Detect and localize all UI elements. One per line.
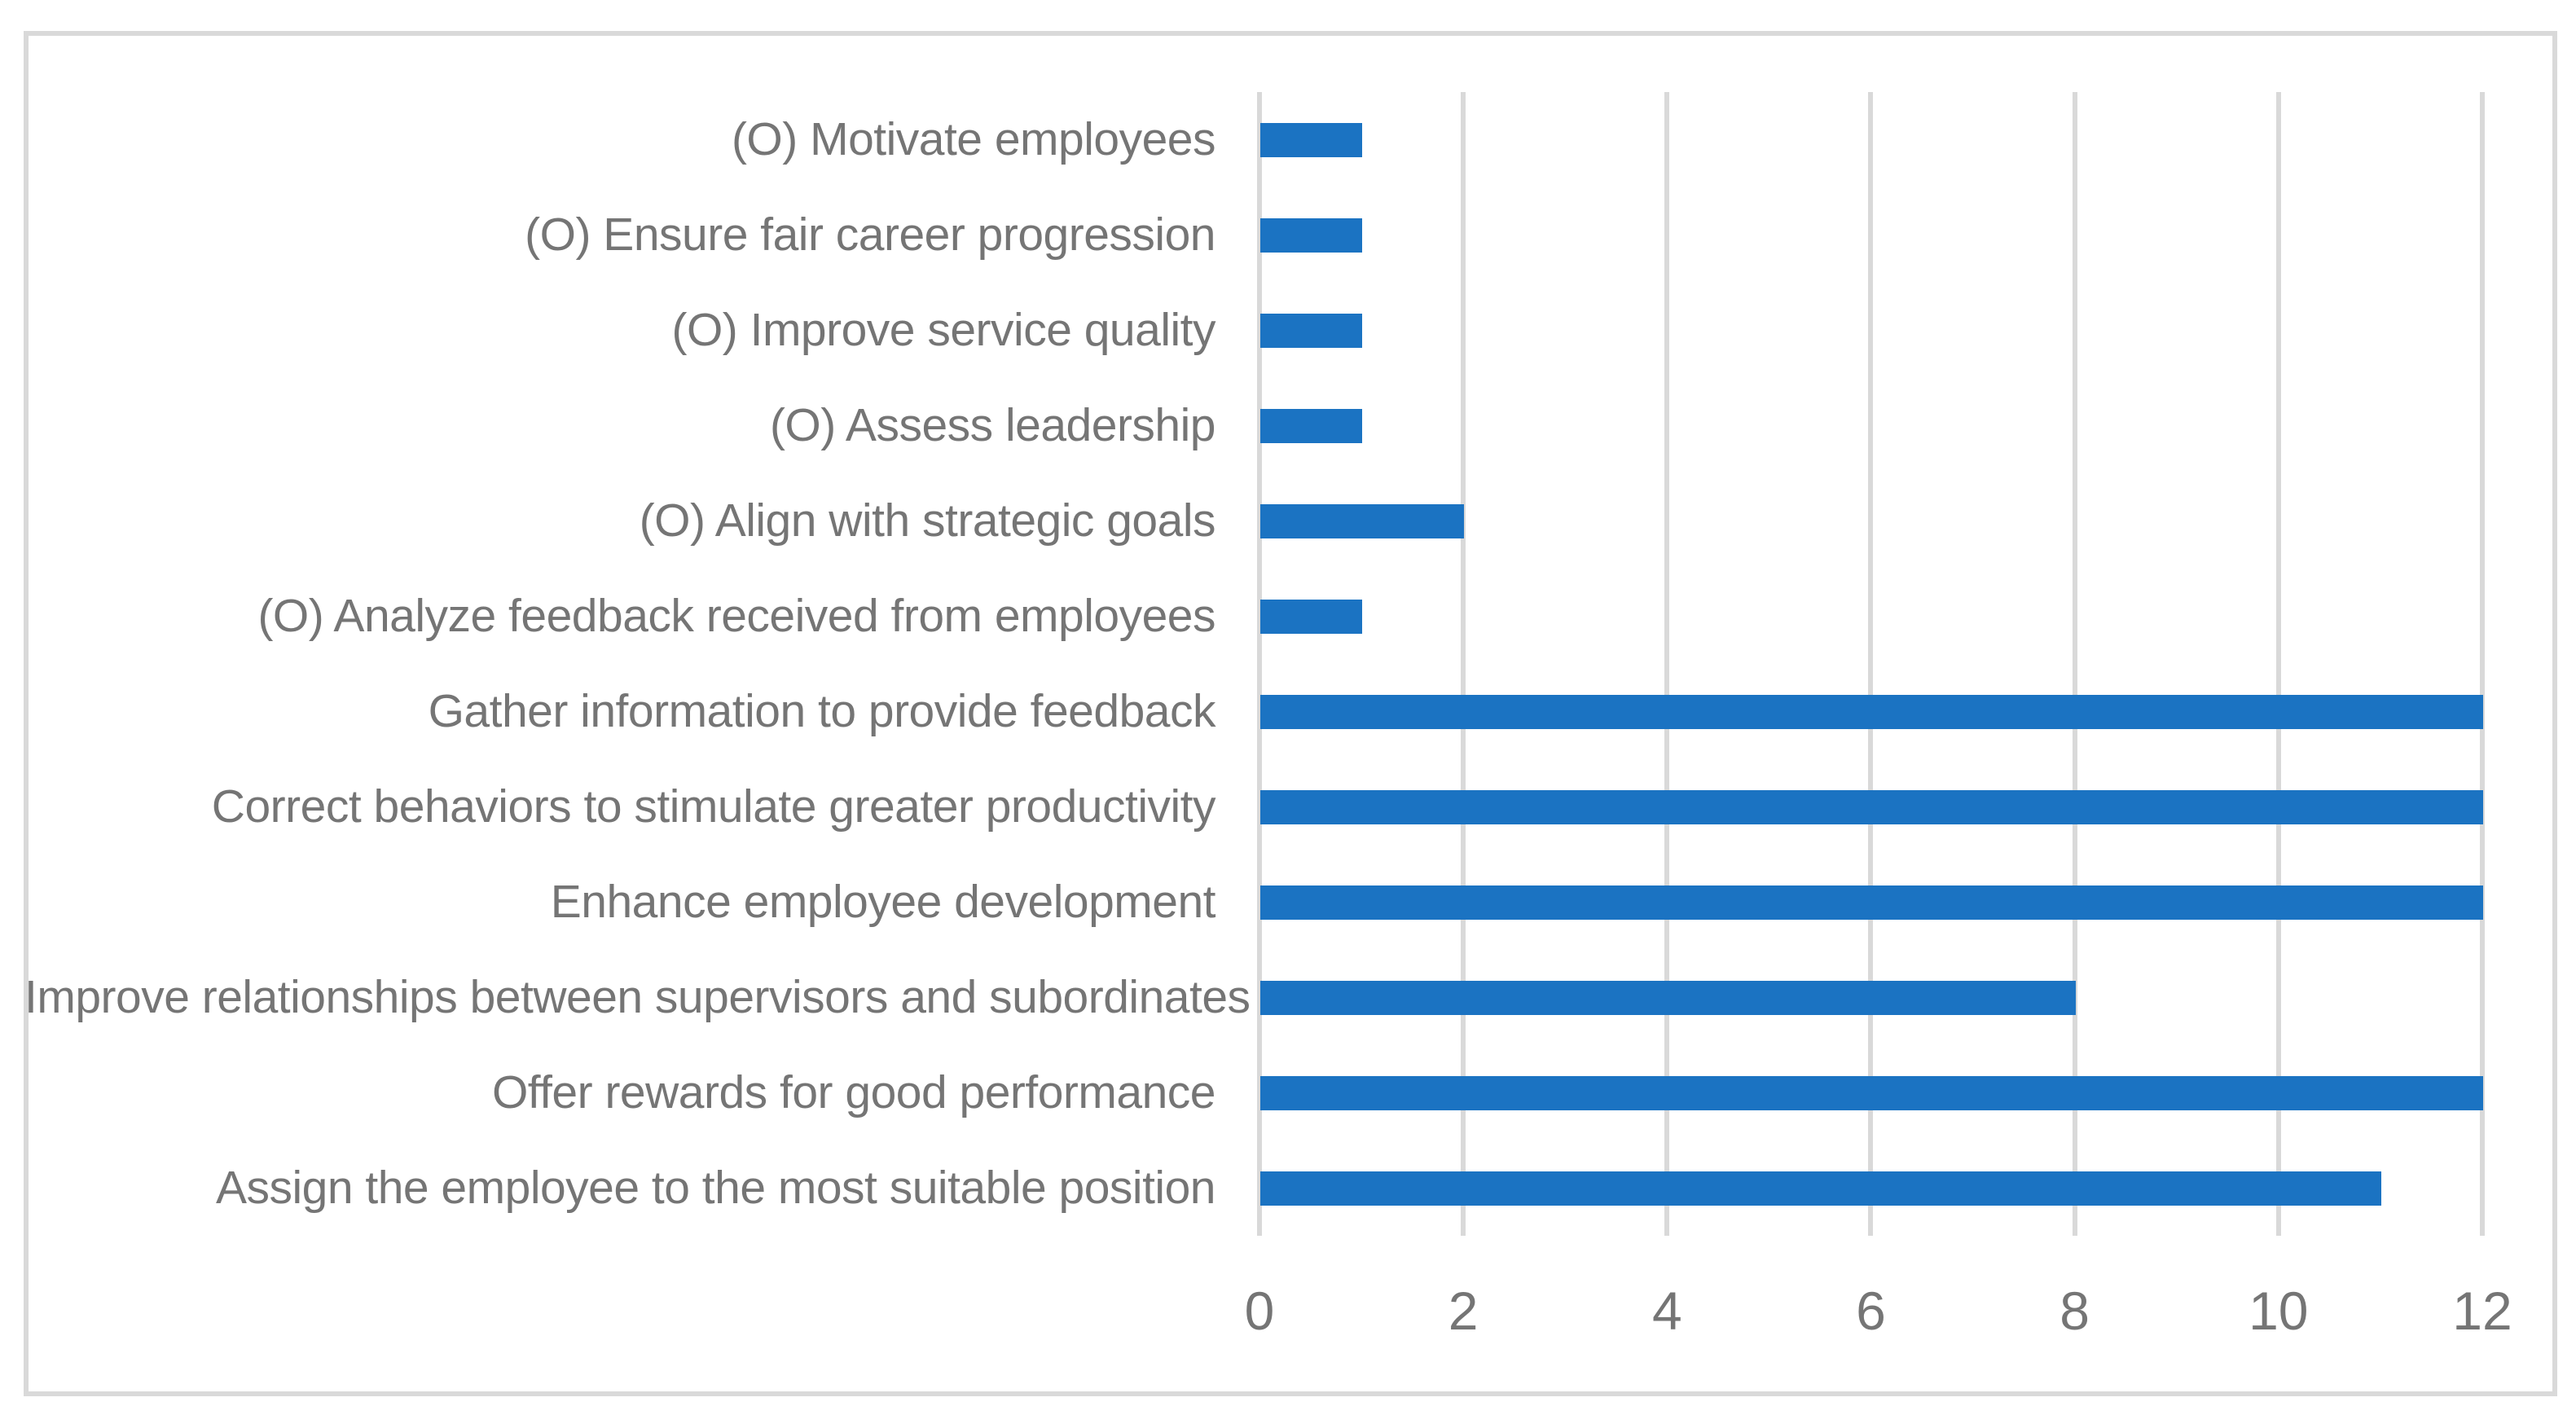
gridline: [1868, 92, 1874, 1236]
category-label: (O) Assess leadership: [769, 399, 1216, 451]
category-label: Assign the employee to the most suitable…: [215, 1162, 1216, 1214]
category-label: (O) Align with strategic goals: [639, 494, 1216, 547]
gridline: [2275, 92, 2281, 1236]
category-label: Gather information to provide feedback: [428, 685, 1216, 737]
gridline: [1461, 92, 1466, 1236]
bar: [1260, 503, 1465, 538]
x-tick-label: 6: [1856, 1281, 1886, 1341]
bar: [1260, 1171, 2381, 1206]
gridline: [2072, 92, 2077, 1236]
bar: [1260, 599, 1363, 634]
x-tick-label: 12: [2452, 1281, 2512, 1341]
bar: [1260, 313, 1363, 348]
x-tick-label: 2: [1448, 1281, 1479, 1341]
category-label: Offer rewards for good performance: [491, 1066, 1216, 1118]
category-label: (O) Analyze feedback received from emplo…: [257, 590, 1215, 642]
category-label: Improve relationships between supervisor…: [24, 971, 1251, 1023]
bar: [1260, 1075, 2483, 1110]
category-label: Correct behaviors to stimulate greater p…: [211, 780, 1216, 833]
bar: [1260, 885, 2483, 920]
bar: [1260, 218, 1363, 253]
bar: [1260, 694, 2483, 729]
x-tick-label: 8: [2059, 1281, 2090, 1341]
gridline: [2479, 92, 2485, 1236]
gridline: [1257, 92, 1262, 1236]
x-tick-label: 4: [1651, 1281, 1682, 1341]
category-label: Enhance employee development: [550, 876, 1216, 928]
category-label: (O) Improve service quality: [671, 304, 1215, 356]
bar: [1260, 122, 1363, 157]
category-label: (O) Ensure fair career progression: [525, 209, 1215, 261]
x-tick-label: 0: [1244, 1281, 1275, 1341]
bar: [1260, 408, 1363, 443]
category-label: (O) Motivate employees: [731, 113, 1216, 165]
gridline: [1664, 92, 1670, 1236]
x-tick-label: 10: [2249, 1281, 2309, 1341]
bar: [1260, 980, 2076, 1015]
bar: [1260, 789, 2483, 824]
